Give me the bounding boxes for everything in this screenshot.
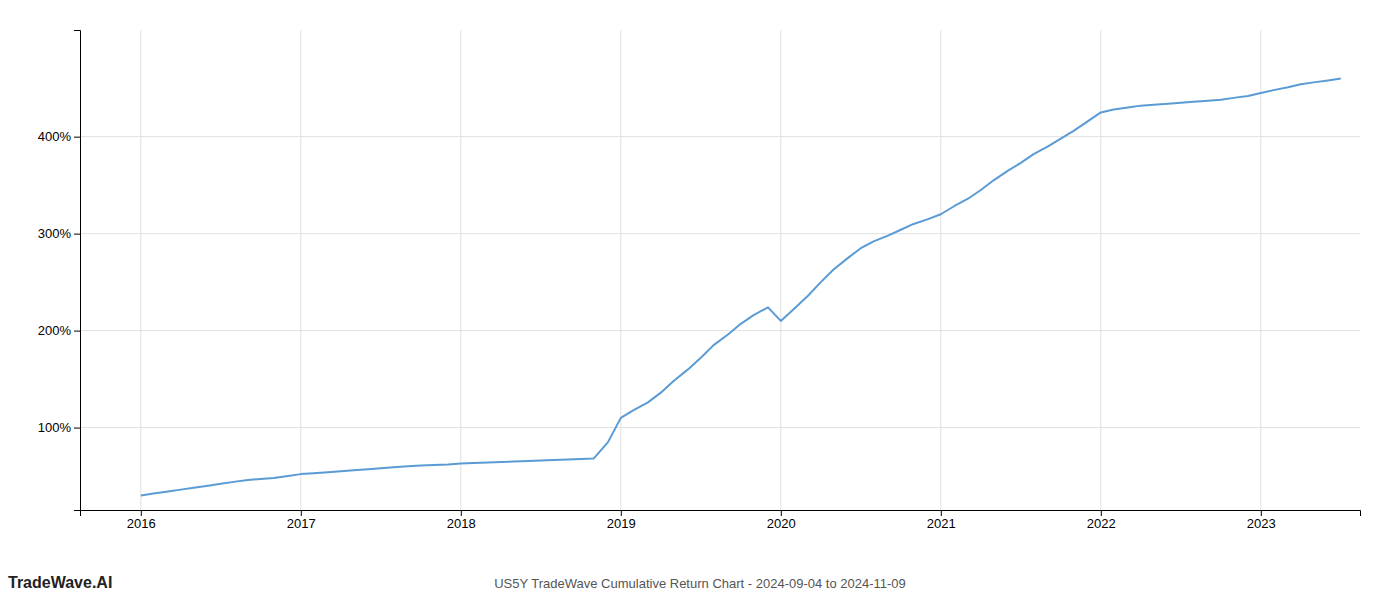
tick-label: 200% [38,323,72,338]
grid [80,30,1360,510]
tick-mark [621,510,622,516]
tick-mark [1101,510,1102,516]
tick-label: 300% [38,226,72,241]
tick: 2022 [1087,510,1116,531]
tick: 200% [38,323,80,338]
grid-line [80,136,1360,137]
grid-line [940,30,941,510]
x-axis: 2016 2017 2018 2019 2020 2021 2022 2023 [81,510,1361,531]
tick-label: 2020 [767,516,796,531]
tick-mark [74,137,80,138]
tick-mark [941,510,942,516]
grid-line [140,30,141,510]
tick-mark [141,510,142,516]
tick-mark [74,331,80,332]
axis-line [74,31,81,511]
tick-label: 100% [38,420,72,435]
grid-line [80,427,1360,428]
grid-line [300,30,301,510]
tick-label: 2016 [127,516,156,531]
tick-label: 2019 [607,516,636,531]
tick-label: 2021 [927,516,956,531]
tick-label: 2018 [447,516,476,531]
grid-line [780,30,781,510]
tick: 2019 [607,510,636,531]
grid-line [1260,30,1261,510]
tick: 2017 [287,510,316,531]
tick: 2020 [767,510,796,531]
line [141,78,1341,495]
grid-line [460,30,461,510]
tick: 2023 [1247,510,1276,531]
grid-line [80,330,1360,331]
annotation: TradeWave.AI [8,574,112,591]
tick-mark [461,510,462,516]
tick-label: 400% [38,129,72,144]
y-axis: 100% 200% 300% 400% [38,31,81,511]
tick-label: 2023 [1247,516,1276,531]
tick: 2021 [927,510,956,531]
tick: 300% [38,226,80,241]
chart: 2016 2017 2018 2019 2020 2021 2022 2023 100% 200%… [0,0,1400,600]
tick: 2018 [447,510,476,531]
tick: 100% [38,420,80,435]
tick-mark [301,510,302,516]
tick: 2016 [127,510,156,531]
tick-label: 2017 [287,516,316,531]
plot-area [141,78,1341,495]
tick-mark [1261,510,1262,516]
tick-mark [781,510,782,516]
grid-line [620,30,621,510]
title: US5Y TradeWave Cumulative Return Chart -… [494,576,906,591]
grid-line [80,233,1360,234]
axis-line [81,511,1361,517]
tick-label: 2022 [1087,516,1116,531]
grid-line [1100,30,1101,510]
tick: 400% [38,129,80,144]
tick-mark [74,428,80,429]
tick-mark [74,234,80,235]
